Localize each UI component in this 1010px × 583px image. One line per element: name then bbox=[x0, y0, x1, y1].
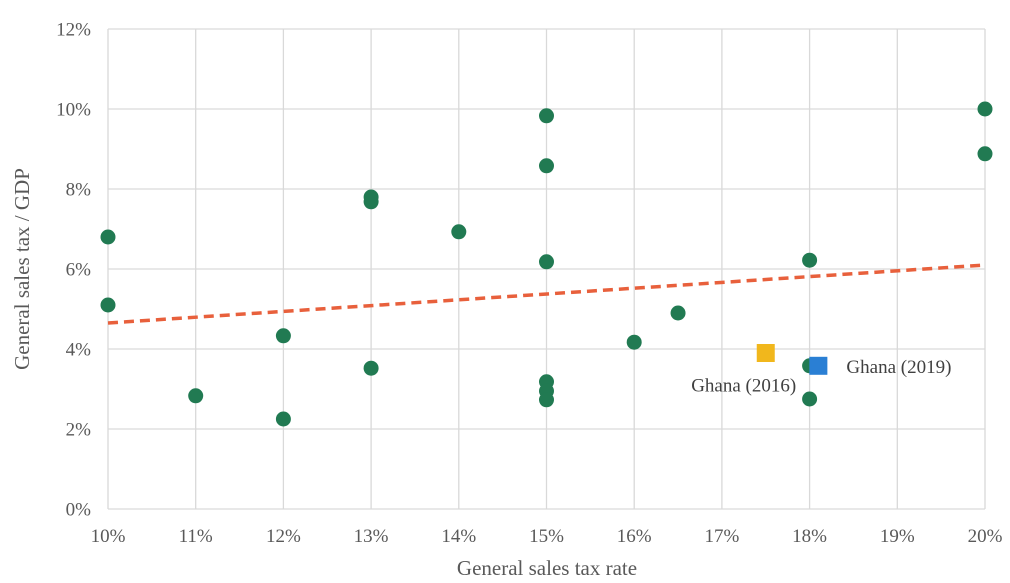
data-point bbox=[100, 297, 116, 313]
x-tick-label: 17% bbox=[704, 526, 739, 547]
x-tick-label: 15% bbox=[529, 526, 564, 547]
data-point bbox=[363, 360, 379, 376]
x-tick-label: 11% bbox=[179, 526, 213, 547]
y-tick-label: 6% bbox=[66, 260, 92, 281]
data-point bbox=[275, 328, 291, 344]
data-point bbox=[363, 194, 379, 210]
y-tick-label: 12% bbox=[56, 20, 91, 41]
x-tick-label: 18% bbox=[792, 526, 827, 547]
x-tick-label: 19% bbox=[880, 526, 915, 547]
y-axis-title: General sales tax / GDP bbox=[10, 168, 34, 370]
data-point bbox=[100, 229, 116, 245]
trendline bbox=[107, 263, 986, 325]
x-tick-label: 16% bbox=[617, 526, 652, 547]
data-point bbox=[539, 254, 554, 270]
x-tick-label: 14% bbox=[441, 526, 476, 547]
x-tick-label: 10% bbox=[91, 526, 126, 547]
annotations: Ghana (2016) Ghana (2019) bbox=[691, 357, 951, 396]
point-annotation: Ghana (2019) bbox=[846, 357, 951, 378]
x-tick-label: 12% bbox=[266, 526, 301, 547]
data-point bbox=[539, 158, 554, 174]
data-point-ghana-2019 bbox=[809, 356, 828, 375]
data-points bbox=[100, 101, 993, 427]
x-tick-label: 13% bbox=[354, 526, 389, 547]
data-point bbox=[275, 411, 291, 427]
data-point bbox=[802, 252, 818, 268]
y-tick-label: 4% bbox=[66, 340, 92, 361]
x-tick-label: 20% bbox=[968, 526, 1003, 547]
data-point bbox=[451, 224, 467, 240]
data-point bbox=[802, 391, 818, 407]
data-point bbox=[188, 388, 204, 404]
data-point bbox=[539, 392, 554, 408]
data-point bbox=[977, 146, 993, 162]
data-point-ghana-2016 bbox=[756, 344, 775, 362]
y-tick-label: 8% bbox=[66, 180, 92, 201]
data-point bbox=[626, 334, 642, 350]
y-tick-label: 0% bbox=[66, 500, 92, 521]
y-tick-label: 2% bbox=[66, 420, 92, 441]
x-axis-title: General sales tax rate bbox=[457, 556, 637, 580]
tick-labels: 10% 11% 12% 13% 14% 15% 16% 17% 18% 19% 20% 0% 2% 4% 6… bbox=[56, 20, 1002, 548]
y-tick-label: 10% bbox=[56, 100, 91, 121]
trendline-layer bbox=[107, 263, 986, 325]
data-point bbox=[670, 305, 686, 321]
data-point bbox=[539, 108, 554, 124]
data-point bbox=[977, 101, 993, 117]
point-annotation: Ghana (2016) bbox=[691, 376, 796, 397]
